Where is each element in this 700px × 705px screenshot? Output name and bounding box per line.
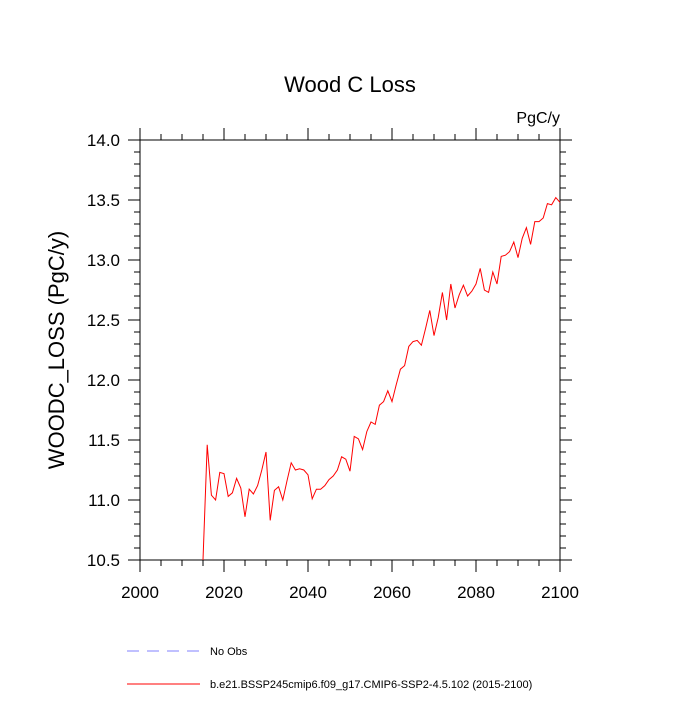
x-tick-label: 2020 bbox=[205, 583, 243, 602]
data-line bbox=[202, 196, 561, 561]
y-tick-label: 12.5 bbox=[87, 311, 120, 330]
x-tick-label: 2060 bbox=[373, 583, 411, 602]
y-tick-label: 10.5 bbox=[87, 551, 120, 570]
chart-title: Wood C Loss bbox=[284, 72, 416, 97]
legend-label: No Obs bbox=[210, 646, 248, 658]
y-tick-label: 12.0 bbox=[87, 371, 120, 390]
x-tick-label: 2080 bbox=[457, 583, 495, 602]
plot-frame bbox=[139, 139, 561, 561]
y-axis-label: WOODC_LOSS (PgC/y) bbox=[44, 231, 69, 469]
y-tick-label: 11.0 bbox=[88, 491, 120, 510]
x-tick-label: 2040 bbox=[289, 583, 327, 602]
legend-label: b.e21.BSSP245cmip6.f09_g17.CMIP6-SSP2-4.… bbox=[210, 679, 532, 691]
y-tick-label: 13.0 bbox=[87, 251, 120, 270]
y-tick-label: 11.5 bbox=[88, 431, 120, 450]
x-tick-label: 2000 bbox=[121, 583, 159, 602]
x-tick-label: 2100 bbox=[541, 583, 579, 602]
units-label: PgC/y bbox=[516, 110, 560, 127]
y-tick-label: 13.5 bbox=[87, 191, 120, 210]
y-tick-label: 14.0 bbox=[87, 131, 120, 150]
